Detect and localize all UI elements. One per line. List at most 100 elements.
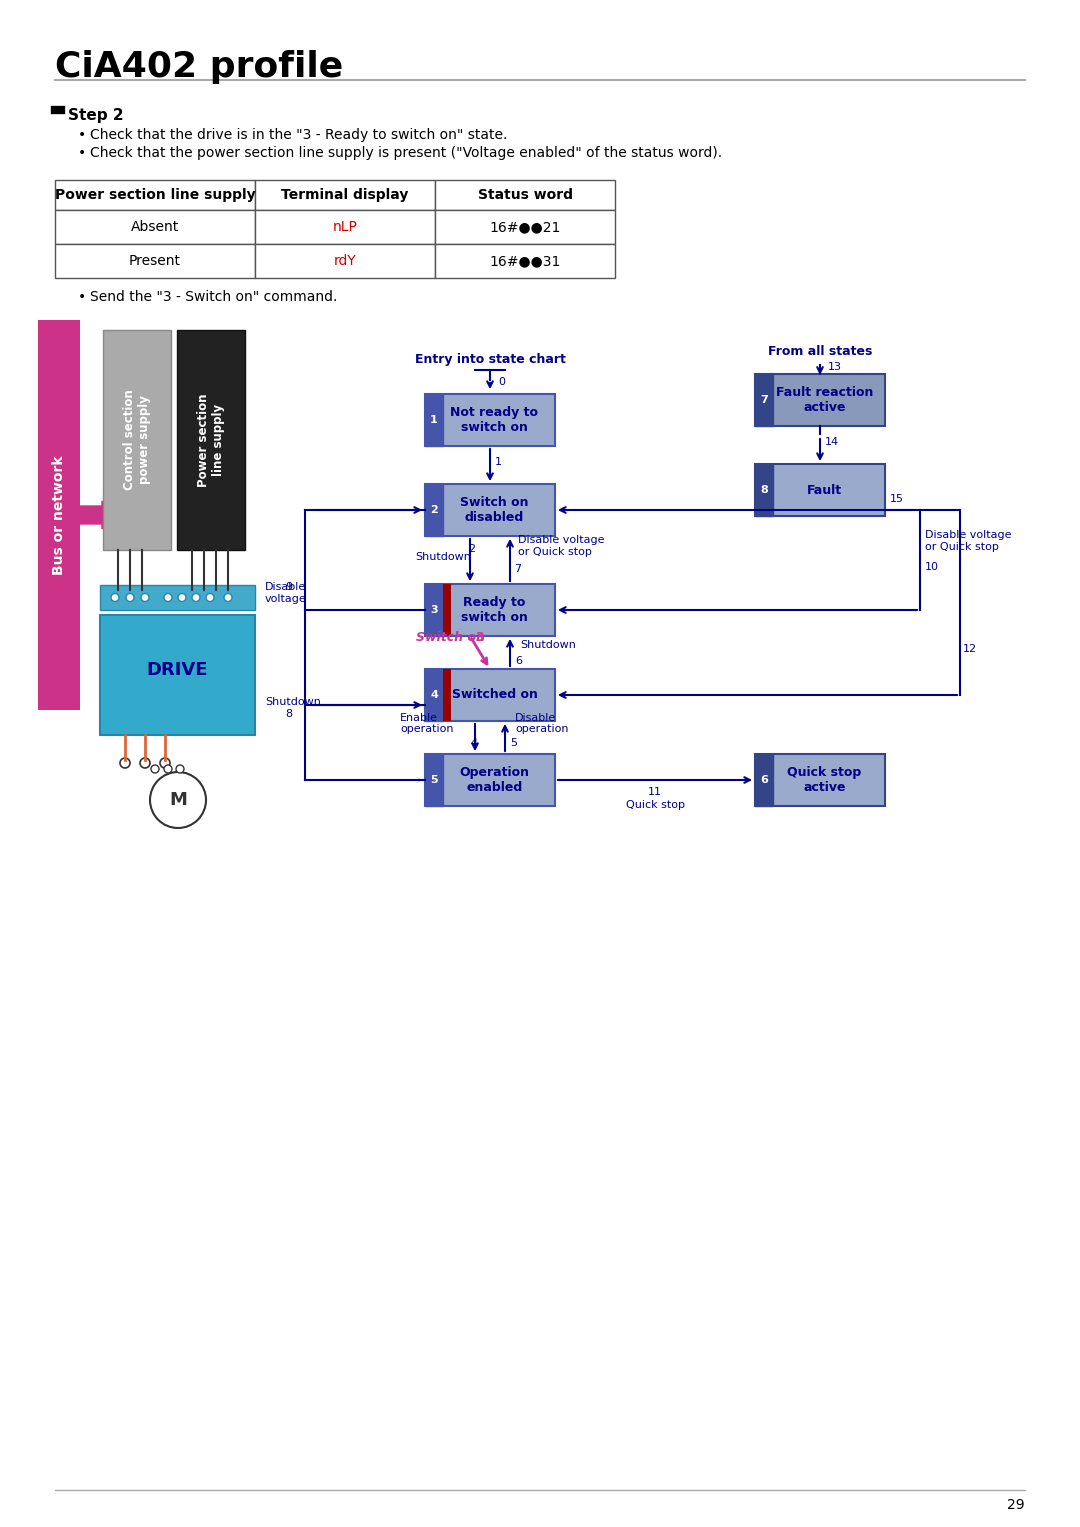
Text: 2: 2 bbox=[468, 544, 475, 554]
Text: Shutdown: Shutdown bbox=[265, 696, 321, 707]
Circle shape bbox=[206, 594, 214, 602]
Text: Fault reaction
active: Fault reaction active bbox=[775, 386, 874, 414]
Text: Disable
operation: Disable operation bbox=[515, 713, 568, 734]
Circle shape bbox=[176, 765, 184, 773]
Circle shape bbox=[224, 594, 232, 602]
Bar bbox=[103, 330, 171, 550]
Text: Bus or network: Bus or network bbox=[52, 455, 66, 574]
Text: Shutdown: Shutdown bbox=[519, 640, 576, 649]
Text: Step 2: Step 2 bbox=[68, 108, 123, 124]
Bar bbox=[55, 211, 255, 244]
Text: 6: 6 bbox=[760, 776, 768, 785]
Bar bbox=[255, 211, 435, 244]
Text: Fault: Fault bbox=[807, 484, 842, 496]
Text: Power section line supply: Power section line supply bbox=[55, 188, 255, 202]
Text: Not ready to
switch on: Not ready to switch on bbox=[450, 406, 539, 434]
Text: 7: 7 bbox=[760, 395, 768, 405]
Bar bbox=[443, 583, 451, 637]
Circle shape bbox=[126, 594, 134, 602]
Text: 13: 13 bbox=[828, 362, 842, 373]
Text: 4: 4 bbox=[470, 738, 477, 748]
Text: Quick stop: Quick stop bbox=[625, 800, 685, 809]
Text: 9: 9 bbox=[285, 582, 292, 592]
Bar bbox=[755, 464, 773, 516]
FancyArrow shape bbox=[80, 501, 112, 528]
Bar bbox=[755, 754, 773, 806]
Bar bbox=[755, 374, 773, 426]
Circle shape bbox=[111, 594, 119, 602]
Text: Operation
enabled: Operation enabled bbox=[459, 767, 529, 794]
Circle shape bbox=[160, 757, 170, 768]
Bar bbox=[426, 669, 443, 721]
Text: rdY: rdY bbox=[334, 253, 356, 269]
Circle shape bbox=[140, 757, 150, 768]
Bar bbox=[177, 330, 245, 550]
Text: 3: 3 bbox=[430, 605, 437, 615]
Text: 6: 6 bbox=[515, 657, 522, 666]
Bar bbox=[755, 754, 885, 806]
Text: 29: 29 bbox=[1008, 1498, 1025, 1512]
Text: 16#●●21: 16#●●21 bbox=[489, 220, 561, 234]
Text: Switch on: Switch on bbox=[416, 631, 485, 644]
Text: 16#●●31: 16#●●31 bbox=[489, 253, 561, 269]
Text: Check that the power section line supply is present ("Voltage enabled" of the st: Check that the power section line supply… bbox=[90, 147, 723, 160]
Text: 7: 7 bbox=[514, 563, 522, 574]
Text: 10: 10 bbox=[924, 562, 939, 573]
Circle shape bbox=[151, 765, 159, 773]
Text: 11: 11 bbox=[648, 786, 662, 797]
Text: Status word: Status word bbox=[477, 188, 572, 202]
Text: 5: 5 bbox=[510, 738, 517, 748]
Text: Absent: Absent bbox=[131, 220, 179, 234]
Text: Quick stop
active: Quick stop active bbox=[787, 767, 862, 794]
Text: Check that the drive is in the "3 - Ready to switch on" state.: Check that the drive is in the "3 - Read… bbox=[90, 128, 508, 142]
Text: •: • bbox=[78, 147, 86, 160]
Bar bbox=[426, 583, 443, 637]
Text: 12: 12 bbox=[963, 644, 977, 655]
Text: Terminal display: Terminal display bbox=[281, 188, 408, 202]
Bar bbox=[55, 180, 255, 211]
Text: CiA402 profile: CiA402 profile bbox=[55, 50, 343, 84]
Bar bbox=[426, 754, 443, 806]
Text: From all states: From all states bbox=[768, 345, 873, 357]
Bar bbox=[426, 669, 555, 721]
Text: 8: 8 bbox=[760, 486, 768, 495]
Bar bbox=[426, 394, 443, 446]
Text: 1: 1 bbox=[430, 415, 437, 425]
Bar bbox=[435, 180, 615, 211]
Text: Disable voltage
or Quick stop: Disable voltage or Quick stop bbox=[518, 536, 605, 557]
Bar bbox=[426, 484, 443, 536]
Bar bbox=[435, 244, 615, 278]
Text: nLP: nLP bbox=[333, 220, 357, 234]
Text: Switched on: Switched on bbox=[451, 689, 538, 701]
Circle shape bbox=[141, 594, 149, 602]
Text: Disable voltage
or Quick stop: Disable voltage or Quick stop bbox=[924, 530, 1012, 551]
Bar bbox=[443, 669, 451, 721]
Text: •: • bbox=[78, 290, 86, 304]
Text: Send the "3 - Switch on" command.: Send the "3 - Switch on" command. bbox=[90, 290, 337, 304]
Text: Control section
power supply: Control section power supply bbox=[123, 389, 151, 490]
Circle shape bbox=[178, 594, 186, 602]
Text: Switch on
disabled: Switch on disabled bbox=[460, 496, 529, 524]
Circle shape bbox=[120, 757, 130, 768]
Bar bbox=[100, 585, 255, 609]
Bar bbox=[255, 180, 435, 211]
Bar bbox=[426, 583, 555, 637]
FancyBboxPatch shape bbox=[38, 321, 80, 710]
Text: 0: 0 bbox=[498, 377, 505, 386]
Bar bbox=[100, 615, 255, 734]
Bar bbox=[435, 211, 615, 244]
Text: Entry into state chart: Entry into state chart bbox=[415, 353, 566, 366]
Text: Power section
line supply: Power section line supply bbox=[197, 394, 225, 487]
Bar bbox=[426, 394, 555, 446]
Text: Ready to
switch on: Ready to switch on bbox=[461, 596, 528, 625]
Text: 3: 3 bbox=[475, 631, 484, 644]
Bar bbox=[55, 244, 255, 278]
Bar bbox=[255, 244, 435, 278]
Bar bbox=[755, 464, 885, 516]
Text: 1: 1 bbox=[495, 457, 502, 467]
Text: DRIVE: DRIVE bbox=[147, 661, 208, 680]
Text: 5: 5 bbox=[430, 776, 437, 785]
Circle shape bbox=[164, 594, 172, 602]
Text: 15: 15 bbox=[890, 495, 904, 504]
Text: 4: 4 bbox=[430, 690, 437, 699]
